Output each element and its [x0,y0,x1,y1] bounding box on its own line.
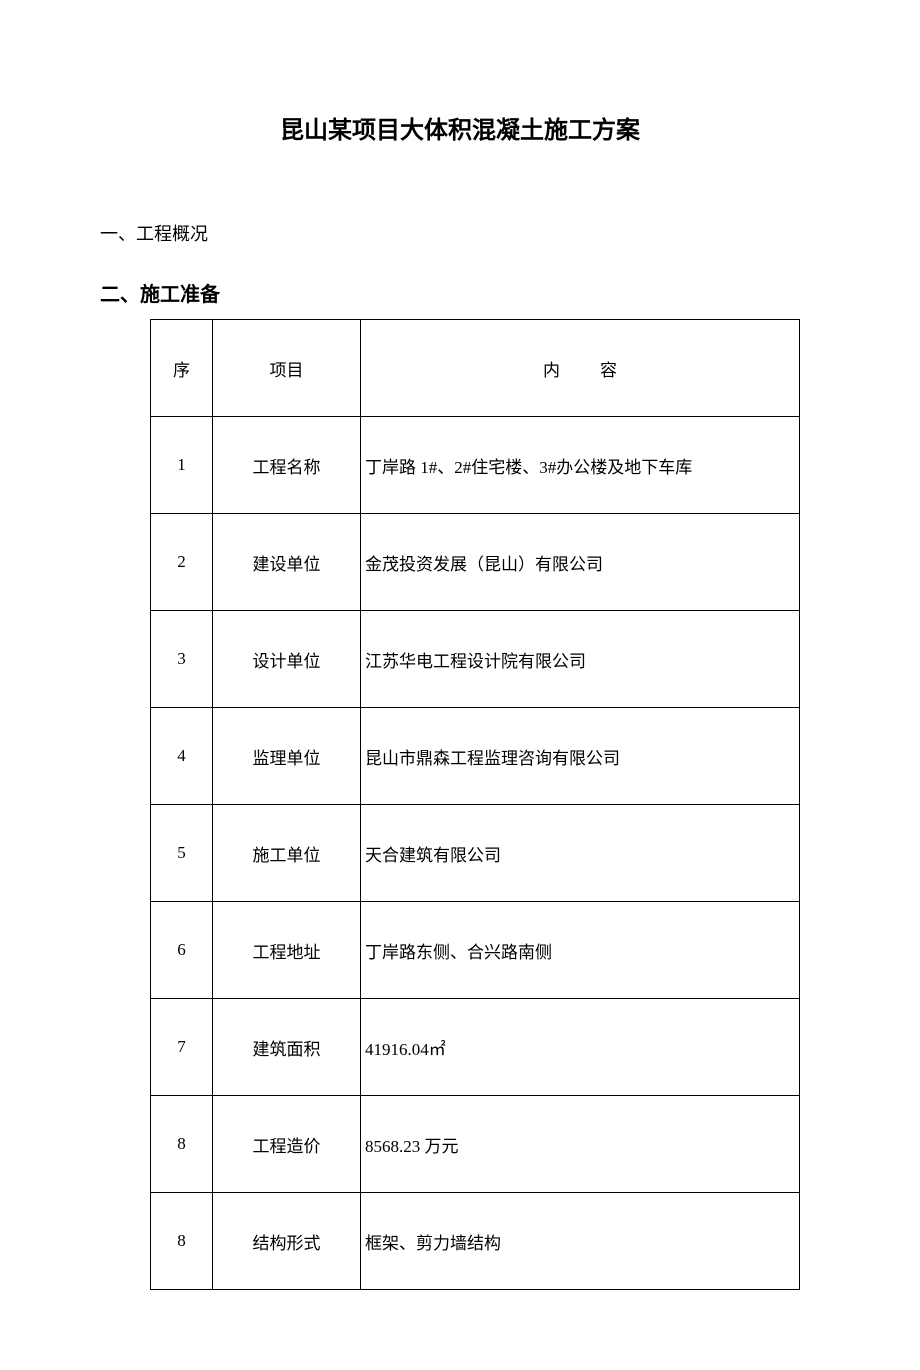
table-row: 4 监理单位 昆山市鼎森工程监理咨询有限公司 [151,708,800,805]
table-row: 5 施工单位 天合建筑有限公司 [151,805,800,902]
table-row: 3 设计单位 江苏华电工程设计院有限公司 [151,611,800,708]
cell-content: 金茂投资发展（昆山）有限公司 [361,514,800,611]
table-container: 序 项目 内容 1 工程名称 丁岸路 1#、2#住宅楼、3#办公楼及地下车库 2… [100,319,820,1290]
cell-seq: 7 [151,999,213,1096]
cell-seq: 2 [151,514,213,611]
cell-item: 结构形式 [213,1193,361,1290]
cell-seq: 8 [151,1096,213,1193]
table-header-content: 内容 [361,320,800,417]
cell-content: 框架、剪力墙结构 [361,1193,800,1290]
cell-seq: 8 [151,1193,213,1290]
project-info-table: 序 项目 内容 1 工程名称 丁岸路 1#、2#住宅楼、3#办公楼及地下车库 2… [150,319,800,1290]
cell-seq: 5 [151,805,213,902]
section-heading-preparation: 二、施工准备 [100,278,820,307]
cell-item: 建筑面积 [213,999,361,1096]
section-heading-overview: 一、工程概况 [100,220,820,246]
cell-seq: 3 [151,611,213,708]
table-row: 2 建设单位 金茂投资发展（昆山）有限公司 [151,514,800,611]
table-row: 8 结构形式 框架、剪力墙结构 [151,1193,800,1290]
cell-item: 工程造价 [213,1096,361,1193]
cell-seq: 4 [151,708,213,805]
cell-seq: 1 [151,417,213,514]
cell-content: 8568.23 万元 [361,1096,800,1193]
cell-item: 施工单位 [213,805,361,902]
cell-item: 工程地址 [213,902,361,999]
table-row: 1 工程名称 丁岸路 1#、2#住宅楼、3#办公楼及地下车库 [151,417,800,514]
table-header-row: 序 项目 内容 [151,320,800,417]
table-header-seq: 序 [151,320,213,417]
cell-item: 监理单位 [213,708,361,805]
cell-content: 江苏华电工程设计院有限公司 [361,611,800,708]
table-row: 6 工程地址 丁岸路东侧、合兴路南侧 [151,902,800,999]
cell-item: 工程名称 [213,417,361,514]
cell-content: 昆山市鼎森工程监理咨询有限公司 [361,708,800,805]
table-row: 8 工程造价 8568.23 万元 [151,1096,800,1193]
document-page: 昆山某项目大体积混凝土施工方案 一、工程概况 二、施工准备 序 项目 内容 1 … [0,0,920,1370]
cell-content: 丁岸路 1#、2#住宅楼、3#办公楼及地下车库 [361,417,800,514]
cell-content: 天合建筑有限公司 [361,805,800,902]
table-header-item: 项目 [213,320,361,417]
cell-seq: 6 [151,902,213,999]
cell-content: 41916.04㎡ [361,999,800,1096]
cell-content: 丁岸路东侧、合兴路南侧 [361,902,800,999]
table-row: 7 建筑面积 41916.04㎡ [151,999,800,1096]
cell-item: 建设单位 [213,514,361,611]
document-title: 昆山某项目大体积混凝土施工方案 [100,110,820,145]
cell-item: 设计单位 [213,611,361,708]
